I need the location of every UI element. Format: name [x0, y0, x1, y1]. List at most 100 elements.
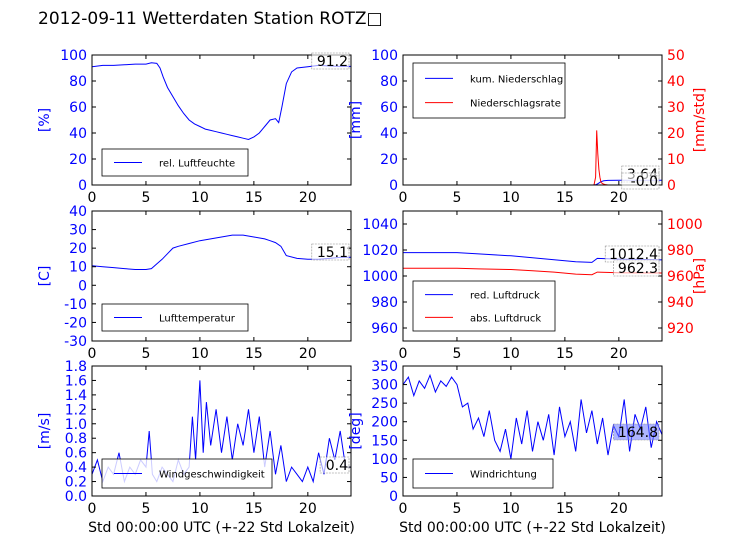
y2-tick-label: 0	[667, 178, 676, 194]
y2-tick-label: 40	[667, 74, 685, 90]
y2-tick-label: 30	[667, 100, 685, 116]
series-line-pressure-1	[403, 267, 662, 276]
y-tick-label: 40	[380, 126, 398, 142]
y-tick-label: 20	[380, 152, 398, 168]
chart-temperature: 0 5 10 15 20 -30 -20 -10 0 10 20 30 40 [C] Lufttempera…	[37, 204, 352, 362]
y-tick-label: 0	[389, 489, 398, 505]
y-tick-label: 10	[69, 260, 87, 276]
x-tick-label: 20	[299, 346, 317, 362]
value-annotation-box	[319, 456, 350, 474]
legend-box	[412, 280, 556, 332]
y-axis-label: [m/s]	[37, 413, 53, 450]
y-tick-label: 1.8	[65, 359, 87, 375]
x-tick-label: 15	[556, 501, 574, 517]
y2-tick-label: 20	[667, 126, 685, 142]
y-tick-label: 1040	[362, 217, 398, 233]
y-tick-label: 0.4	[65, 460, 87, 476]
x-tick-label: 15	[556, 190, 574, 206]
y-tick-label: 0.6	[65, 446, 87, 462]
axes-frame	[91, 210, 352, 342]
x-tick-label: 5	[452, 501, 461, 517]
y-tick-label: 1.2	[65, 402, 87, 418]
y-tick-label: 250	[371, 396, 398, 412]
value-annotation: 1012.4	[609, 247, 658, 263]
y-tick-label: 100	[60, 48, 87, 64]
y2-tick-label: 980	[667, 243, 694, 259]
series-line-precipitation-1	[403, 130, 662, 185]
value-annotation: 962.3	[618, 261, 658, 277]
y-tick-label: 1.0	[65, 417, 87, 433]
y-tick-label: 100	[371, 48, 398, 64]
x-tick-label: 10	[502, 346, 520, 362]
y-tick-label: -10	[64, 297, 87, 313]
x-tick-label: 5	[452, 346, 461, 362]
value-annotation-box	[311, 52, 350, 70]
x-axis-label: Std 00:00:00 UTC (+-22 Std Lokalzeit)	[399, 520, 666, 536]
y-axis-label: [deg]	[348, 412, 364, 449]
legend-label: Windgeschwindigkeit	[159, 470, 265, 481]
y-tick-label: 150	[371, 433, 398, 449]
x-tick-label: 10	[502, 501, 520, 517]
legend-label: abs. Luftdruck	[470, 313, 541, 324]
y-axis-label: [%]	[37, 108, 53, 132]
y-tick-label: -30	[64, 334, 87, 350]
y-tick-label: -20	[64, 315, 87, 331]
chart-windspeed: 0 5 10 15 200.00.20.40.60.81.01.21.41.61.8[m…	[37, 359, 355, 536]
x-tick-label: 15	[245, 346, 263, 362]
x-tick-label: 0	[88, 190, 97, 206]
legend-label: Lufttemperatur	[159, 314, 236, 325]
y-tick-label: 1.6	[65, 373, 87, 389]
x-tick-label: 0	[88, 501, 97, 517]
y-tick-label: 0	[389, 178, 398, 194]
legend-label: rel. Luftfeuchte	[159, 159, 235, 170]
x-tick-label: 20	[610, 190, 628, 206]
series-line-temperature-0	[92, 234, 351, 270]
y-tick-label: 0.8	[65, 431, 87, 447]
y-tick-label: 1020	[362, 243, 398, 259]
chart-precipitation: 0 5 10 15 20 0 20 40 60 80 100 0 10 20 30 40 50 [mm] [mm/s…	[348, 48, 708, 206]
y-tick-label: 300	[371, 378, 398, 394]
x-tick-label: 5	[452, 190, 461, 206]
y-tick-label: 1.4	[65, 388, 87, 404]
x-tick-label: 20	[610, 501, 628, 517]
legend-box	[412, 62, 566, 119]
series-line-humidity-0	[92, 62, 351, 141]
y-tick-label: 20	[69, 152, 87, 168]
x-tick-label: 15	[245, 501, 263, 517]
value-annotation: 15.1	[317, 245, 348, 261]
x-tick-label: 20	[610, 346, 628, 362]
y-tick-label: 200	[371, 415, 398, 431]
x-axis-label: Std 00:00:00 UTC (+-22 Std Lokalzeit)	[88, 520, 355, 536]
y-tick-label: 40	[69, 126, 87, 142]
x-tick-label: 10	[191, 501, 209, 517]
y-tick-label: 80	[380, 74, 398, 90]
axes-frame	[91, 54, 352, 186]
y-tick-label: 980	[371, 295, 398, 311]
x-tick-label: 5	[141, 501, 150, 517]
x-tick-label: 20	[299, 190, 317, 206]
x-tick-label: 0	[88, 346, 97, 362]
axes-frame	[91, 365, 352, 497]
chart-pressure: 0 5 10 15 20 960 980 1000 1020 1040 920 940 960 980 10…	[362, 210, 708, 362]
y-tick-label: 0.2	[65, 475, 87, 491]
x-tick-label: 0	[399, 346, 408, 362]
legend-label: Windrichtung	[470, 470, 537, 481]
y-tick-label: 30	[69, 223, 87, 239]
y2-tick-label: 1000	[667, 217, 703, 233]
chart-humidity: 0 5 10 15 20 0 20 40 60 80 100 [%] rel. Luftfeuchte 9…	[37, 48, 352, 206]
x-tick-label: 10	[502, 190, 520, 206]
x-tick-label: 20	[299, 501, 317, 517]
y2-tick-label: 940	[667, 295, 694, 311]
y-tick-label: 40	[69, 204, 87, 220]
legend-label: red. Luftdruck	[470, 291, 540, 302]
axes-frame	[402, 365, 663, 497]
y2-tick-label: 10	[667, 152, 685, 168]
value-annotation-box	[613, 423, 660, 441]
axes-frame	[402, 54, 663, 186]
y-tick-label: 1000	[362, 269, 398, 285]
y-tick-label: 350	[371, 359, 398, 375]
y2-tick-label: 50	[667, 48, 685, 64]
x-tick-label: 10	[191, 346, 209, 362]
value-annotation: -0.0	[631, 174, 658, 190]
